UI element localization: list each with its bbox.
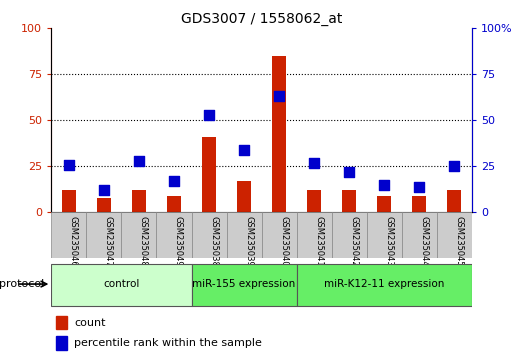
Point: [380, 182, 388, 188]
Bar: [167, 196, 181, 212]
Bar: [377, 196, 391, 212]
Bar: [342, 190, 356, 212]
Point: [450, 164, 459, 169]
Bar: [51, 212, 86, 258]
Bar: [55, 316, 67, 329]
Bar: [86, 212, 122, 258]
Text: percentile rank within the sample: percentile rank within the sample: [74, 338, 262, 348]
Text: GSM235040: GSM235040: [279, 216, 288, 267]
Point: [100, 188, 108, 193]
Point: [170, 178, 178, 184]
Point: [275, 93, 283, 99]
Bar: [297, 212, 332, 258]
Text: GSM235045: GSM235045: [455, 216, 463, 267]
Bar: [332, 212, 367, 258]
Text: GSM235049: GSM235049: [174, 216, 183, 267]
Bar: [412, 196, 426, 212]
Bar: [122, 212, 156, 258]
Bar: [367, 212, 402, 258]
Text: control: control: [103, 279, 140, 289]
Point: [135, 158, 143, 164]
Text: GSM235044: GSM235044: [419, 216, 428, 267]
Bar: [297, 264, 472, 306]
Text: miR-K12-11 expression: miR-K12-11 expression: [324, 279, 444, 289]
Bar: [237, 181, 251, 212]
Point: [345, 169, 353, 175]
Point: [415, 184, 423, 189]
Text: count: count: [74, 318, 106, 327]
Text: GSM235047: GSM235047: [104, 216, 113, 267]
Bar: [447, 190, 461, 212]
Text: GSM235046: GSM235046: [69, 216, 78, 267]
Text: GSM235048: GSM235048: [139, 216, 148, 267]
Text: GSM235041: GSM235041: [314, 216, 323, 267]
Text: protocol: protocol: [0, 279, 44, 289]
Bar: [62, 190, 76, 212]
Point: [310, 160, 318, 166]
Bar: [272, 56, 286, 212]
Bar: [307, 190, 321, 212]
Bar: [262, 212, 297, 258]
Text: GSM235039: GSM235039: [244, 216, 253, 267]
Text: GSM235038: GSM235038: [209, 216, 218, 267]
Bar: [97, 198, 111, 212]
Bar: [156, 212, 191, 258]
Bar: [191, 264, 297, 306]
Bar: [227, 212, 262, 258]
Point: [65, 162, 73, 167]
Title: GDS3007 / 1558062_at: GDS3007 / 1558062_at: [181, 12, 342, 26]
Bar: [437, 212, 472, 258]
Bar: [191, 212, 227, 258]
Bar: [51, 264, 191, 306]
Bar: [402, 212, 437, 258]
Text: GSM235043: GSM235043: [384, 216, 393, 267]
Bar: [132, 190, 146, 212]
Text: GSM235042: GSM235042: [349, 216, 358, 267]
Point: [240, 147, 248, 153]
Bar: [55, 336, 67, 350]
Bar: [202, 137, 216, 212]
Point: [205, 112, 213, 118]
Text: miR-155 expression: miR-155 expression: [192, 279, 295, 289]
